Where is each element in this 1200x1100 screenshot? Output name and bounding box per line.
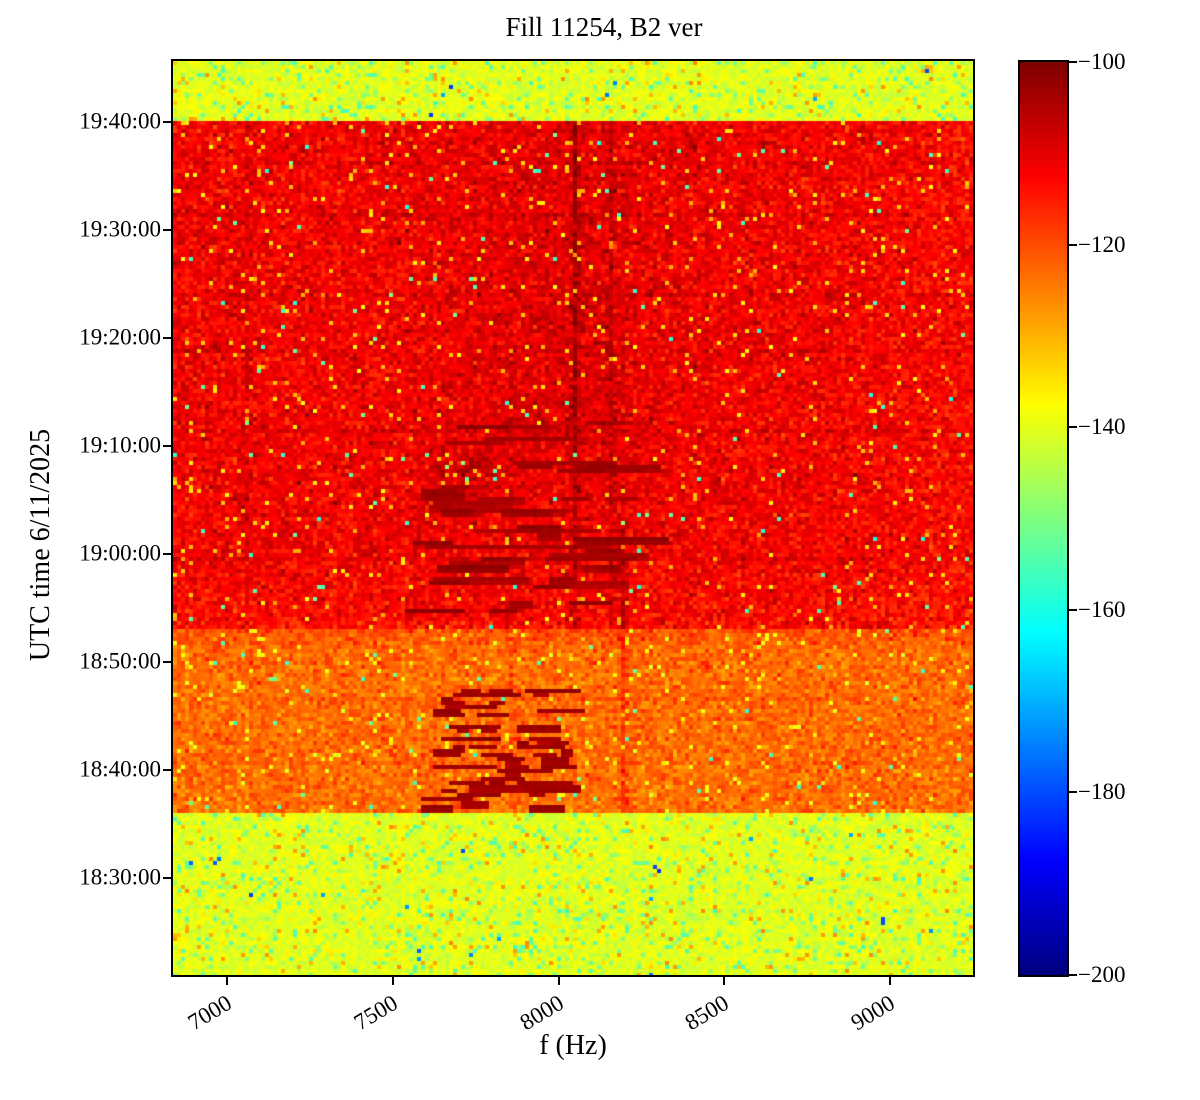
y-tick-label: 18:30:00 [79, 864, 161, 890]
y-tick-mark [163, 444, 171, 447]
chart-title: Fill 11254, B2 ver [505, 12, 703, 42]
y-tick-mark [163, 120, 171, 123]
colorbar-tick-label: −120 [1078, 231, 1126, 257]
y-tick-label: 19:30:00 [79, 216, 161, 242]
y-tick-label: 18:40:00 [79, 756, 161, 782]
colorbar-tick-mark [1069, 243, 1077, 246]
colorbar-tick-mark [1069, 426, 1077, 429]
colorbar-tick-label: −160 [1078, 596, 1126, 622]
colorbar-tick-mark [1069, 974, 1077, 976]
colorbar-tick-mark [1069, 61, 1077, 63]
spectrogram-heatmap [173, 61, 973, 975]
x-tick-mark [723, 977, 726, 985]
colorbar-tick-label: −140 [1078, 414, 1126, 440]
y-tick-label: 19:20:00 [79, 324, 161, 350]
colorbar-border [1018, 60, 1069, 977]
y-tick-mark [163, 552, 171, 555]
x-tick-mark [226, 977, 229, 985]
colorbar-tick-mark [1069, 608, 1077, 611]
x-axis-label: f (Hz) [539, 1030, 607, 1061]
colorbar-tick-label: −100 [1078, 49, 1126, 74]
colorbar-tick-label: −180 [1078, 779, 1126, 805]
y-tick-label: 19:00:00 [79, 540, 161, 566]
x-tick-mark [557, 977, 560, 985]
y-tick-mark [163, 336, 171, 339]
y-tick-mark [163, 768, 171, 771]
y-tick-mark [163, 228, 171, 231]
y-tick-mark [163, 876, 171, 879]
colorbar-tick-label: −200 [1078, 962, 1126, 987]
y-tick-label: 19:40:00 [79, 107, 161, 133]
y-tick-label: 18:50:00 [79, 648, 161, 674]
y-tick-label: 19:10:00 [79, 432, 161, 458]
x-tick-mark [391, 977, 394, 985]
y-tick-mark [163, 660, 171, 663]
x-tick-mark [889, 977, 892, 985]
colorbar-tick-mark [1069, 791, 1077, 794]
colorbar-gradient [1020, 62, 1067, 975]
